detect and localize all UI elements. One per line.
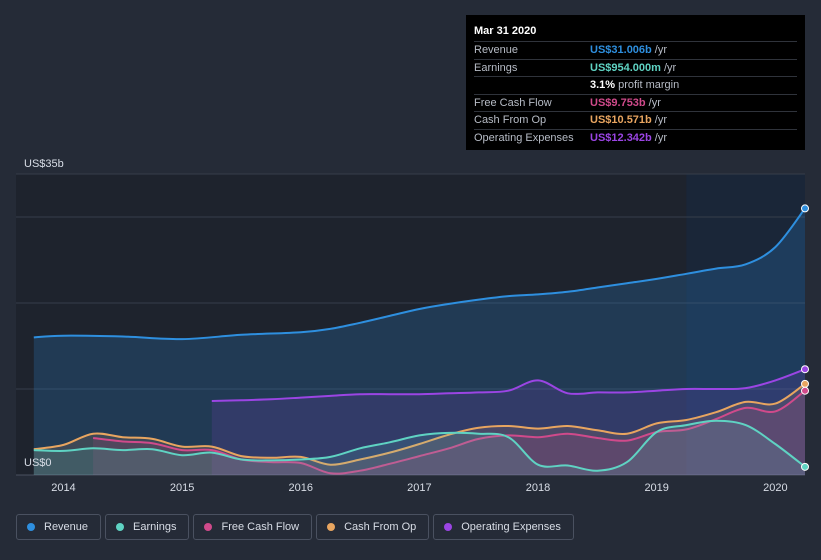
tooltip-row-value: US$954.000m [590,61,661,74]
tooltip-row: Operating Expenses US$12.342b/yr [474,130,797,147]
x-tick-label: 2017 [407,482,431,494]
tooltip-row-label: Earnings [474,61,518,74]
tooltip-row: Free Cash Flow US$9.753b/yr [474,95,797,113]
tooltip-row-value: 3.1% [590,79,616,92]
tooltip-row-label: Operating Expenses [474,131,574,144]
legend-dot-icon [204,523,213,531]
free-cash-flow-area [93,390,806,475]
y-axis-bottom-label: US$0 [24,457,52,469]
y-axis-top-label: US$35b [24,158,64,170]
plot-background [16,174,805,475]
x-tick-label: 2018 [526,482,550,494]
operating-expenses-end-point [801,365,809,374]
revenue-line [33,207,806,341]
free-cash-flow-end-point [801,386,809,395]
legend-item[interactable]: Free Cash Flow [193,514,313,540]
x-tick-label: 2015 [170,482,194,494]
cash-from-op-end-point [801,379,809,388]
revenue-area [33,208,806,475]
earnings-area [33,420,806,475]
legend-item[interactable]: Earnings [105,514,190,540]
legend-label: Cash From Op [344,521,417,533]
tooltip-row: 3.1% profit margin [474,77,797,95]
legend-dot-icon [444,523,453,531]
tooltip-row-label: Cash From Op [474,114,547,127]
tooltip-row-value: US$31.006b [590,44,652,56]
earnings-end-point [801,462,809,471]
tooltip-row: Cash From Op US$10.571b/yr [474,112,797,130]
tooltip-row-unit: /yr [648,96,661,109]
tooltip-row-unit: /yr [654,44,667,56]
x-tick-label: 2019 [644,482,668,494]
cash-from-op-line [33,382,806,466]
tooltip-row-unit: /yr [654,131,667,144]
legend-label: Free Cash Flow [221,521,300,533]
tooltip-date: Mar 31 2020 [474,23,797,42]
chart: 2014 2015 2016 2017 2018 2019 2020 US$35b US$0 [16,158,809,494]
free-cash-flow-line [92,389,806,475]
legend-item[interactable]: Operating Expenses [433,514,574,540]
tooltip-row-value: US$9.753b [590,96,646,109]
tooltip-row: Earnings US$954.000m/yr [474,60,797,78]
tooltip-row-label [474,77,590,94]
earnings-line [33,419,806,472]
tooltip-row-unit: /yr [654,114,667,127]
tooltip-row: Revenue US$31.006b/yr [474,42,797,60]
tooltip: Mar 31 2020 Revenue US$31.006b/yr Earnings… [466,15,805,150]
legend-dot-icon [116,523,125,531]
legend-label: Operating Expenses [461,521,561,533]
legend-dot-icon [27,523,35,531]
tooltip-row-value: US$10.571b [590,114,652,127]
legend-item[interactable]: Revenue [16,514,102,540]
tooltip-row-unit: profit margin [618,79,680,92]
x-tick-label: 2014 [51,482,75,494]
x-tick-label: 2016 [289,482,313,494]
tooltip-row-label: Revenue [474,44,519,56]
revenue-end-point [801,204,809,213]
legend-label: Earnings [133,521,177,533]
operating-expenses-line [211,368,806,402]
x-tick-label: 2020 [763,482,787,494]
legend-dot-icon [327,523,336,531]
tooltip-row-unit: /yr [663,61,677,74]
legend: Revenue Earnings Free Cash Flow Cash From O… [16,514,578,542]
tooltip-row-value: US$12.342b [590,131,652,144]
legend-label: Revenue [44,521,89,533]
legend-item[interactable]: Cash From Op [316,514,430,540]
tooltip-row-label: Free Cash Flow [474,96,552,109]
